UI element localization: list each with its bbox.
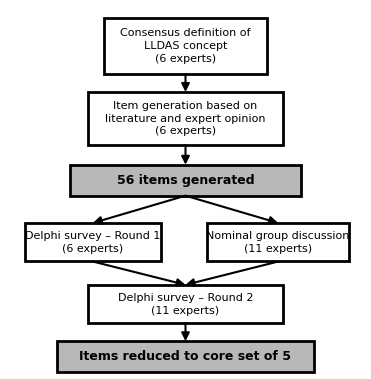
FancyBboxPatch shape (70, 165, 301, 196)
FancyBboxPatch shape (25, 223, 161, 262)
FancyBboxPatch shape (88, 285, 283, 323)
FancyBboxPatch shape (57, 341, 314, 372)
Text: Consensus definition of
LLDAS concept
(6 experts): Consensus definition of LLDAS concept (6… (120, 28, 251, 64)
Text: Nominal group discussion
(11 experts): Nominal group discussion (11 experts) (206, 231, 350, 254)
Text: Delphi survey – Round 1
(6 experts): Delphi survey – Round 1 (6 experts) (25, 231, 161, 254)
Text: Item generation based on
literature and expert opinion
(6 experts): Item generation based on literature and … (105, 101, 266, 136)
Text: Delphi survey – Round 2
(11 experts): Delphi survey – Round 2 (11 experts) (118, 293, 253, 315)
FancyBboxPatch shape (104, 17, 267, 74)
FancyBboxPatch shape (207, 223, 349, 262)
Text: Items reduced to core set of 5: Items reduced to core set of 5 (79, 350, 292, 363)
Text: 56 items generated: 56 items generated (117, 174, 254, 187)
FancyBboxPatch shape (88, 92, 283, 145)
